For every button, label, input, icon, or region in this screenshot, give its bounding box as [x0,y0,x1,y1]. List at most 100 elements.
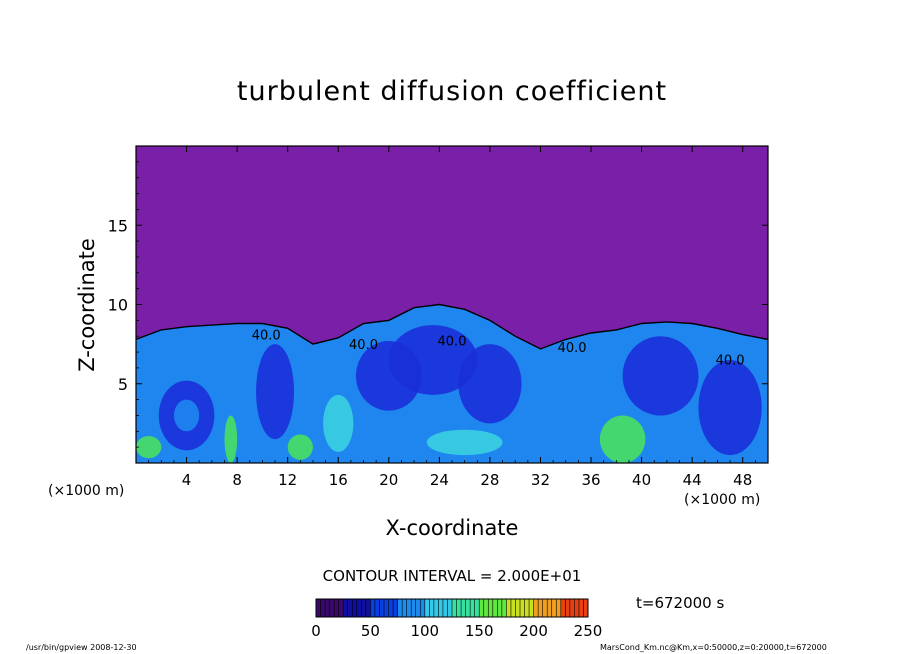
contour-label: 40.0 [558,341,587,356]
colorbar-cell [583,599,589,617]
field-blob [323,394,354,452]
footer-right-text: MarsCond_Km.nc@Km,x=0:50000,z=0:20000,t=… [600,643,827,652]
colorbar-cell [542,599,548,617]
colorbar-cell [325,599,330,617]
colorbar-cell [370,599,376,617]
colorbar-cell [411,599,417,617]
contour-label: 40.0 [438,335,467,350]
field-blob [173,399,200,432]
footer-left-text: /usr/bin/gpview 2008-12-30 [26,643,137,652]
contour-interval-text: CONTOUR INTERVAL = 2.000E+01 [322,567,582,585]
x-tick-label: 20 [379,471,398,489]
colorbar-cell [442,599,448,617]
contour-label: 40.0 [252,328,281,343]
time-label: t=672000 s [636,594,725,612]
colorbar-cell [316,599,321,617]
x-tick-label: 44 [683,471,702,489]
x-axis-label: X-coordinate [385,516,519,540]
colorbar-cell [479,599,485,617]
field-blob [698,359,762,456]
colorbar-cell [474,599,480,617]
colorbar-cell [420,599,426,617]
x-tick-label: 48 [733,471,752,489]
colorbar-cell [533,599,539,617]
colorbar-cell [393,599,398,617]
x-tick-label: 32 [531,471,550,489]
colorbar-cell [470,599,475,617]
colorbar-tick-label: 50 [361,622,380,640]
colorbar-tick-label: 100 [410,622,439,640]
contour-label: 40.0 [716,354,745,369]
colorbar-tick-label: 150 [465,622,494,640]
colorbar-cell [456,599,462,617]
colorbar-cell [429,599,435,617]
y-tick-label: 15 [108,216,128,235]
colorbar-cell [569,599,575,617]
colorbar-cell [483,599,489,617]
x-tick-label: 16 [329,471,348,489]
colorbar-cell [574,599,580,617]
colorbar-cell [352,599,358,617]
x-tick-label: 28 [480,471,499,489]
colorbar-cell [397,599,403,617]
colorbar-cell [538,599,543,617]
colorbar-cell [497,599,503,617]
colorbar-cell [447,599,453,617]
colorbar-cell [356,599,362,617]
x-tick-label: 4 [182,471,192,489]
colorbar-cell [338,599,344,617]
colorbar-frame [315,598,589,618]
x-tick-label: 36 [581,471,600,489]
chart-title: turbulent diffusion coefficient [236,76,668,107]
colorbar-tick-label: 200 [519,622,548,640]
contour-label: 40.0 [349,338,378,353]
field-blob [287,434,313,460]
colorbar-cell [510,599,516,617]
colorbar-cell [402,599,407,617]
colorbar-cell [520,599,525,617]
colorbar-cell [329,599,335,617]
field-blob [136,436,162,459]
field-blob [426,429,503,456]
y-tick-label: 5 [118,375,128,394]
x-unit-label-right: (×1000 m) [684,492,761,508]
colorbar-cell [461,599,466,617]
colorbar-tick-label: 250 [574,622,603,640]
y-tick-label: 10 [108,296,128,315]
colorbar-cell [374,599,380,617]
colorbar-cell [529,599,534,617]
colorbar-cell [452,599,457,617]
field-blob [224,415,238,463]
colorbar-cell [547,599,553,617]
colorbar-cell [379,599,385,617]
x-unit-label-left: (×1000 m) [48,483,125,499]
x-tick-label: 40 [632,471,651,489]
field-blob [599,415,646,463]
colorbar-cell [465,599,471,617]
field-blob [388,325,478,395]
colorbar-cell [492,599,498,617]
field-blob [256,344,294,440]
colorbar-cell [578,599,584,617]
colorbar-cell [406,599,412,617]
colorbar-cell [488,599,494,617]
colorbar-cell [415,599,421,617]
colorbar-cell [551,599,557,617]
colorbar-cell [347,599,353,617]
colorbar-cell [320,599,326,617]
colorbar-cell [334,599,339,617]
x-tick-label: 24 [430,471,449,489]
colorbar-cell [365,599,371,617]
colorbar-cell [438,599,444,617]
colorbar-cell [433,599,439,617]
colorbar-cell [560,599,566,617]
colorbar-tick-label: 0 [311,622,321,640]
x-tick-label: 8 [232,471,242,489]
colorbar-cell [388,599,394,617]
colorbar-cell [506,599,512,617]
colorbar-cell [565,599,571,617]
colorbar-cell [515,599,521,617]
contour-line [136,303,768,350]
colorbar-cell [556,599,562,617]
